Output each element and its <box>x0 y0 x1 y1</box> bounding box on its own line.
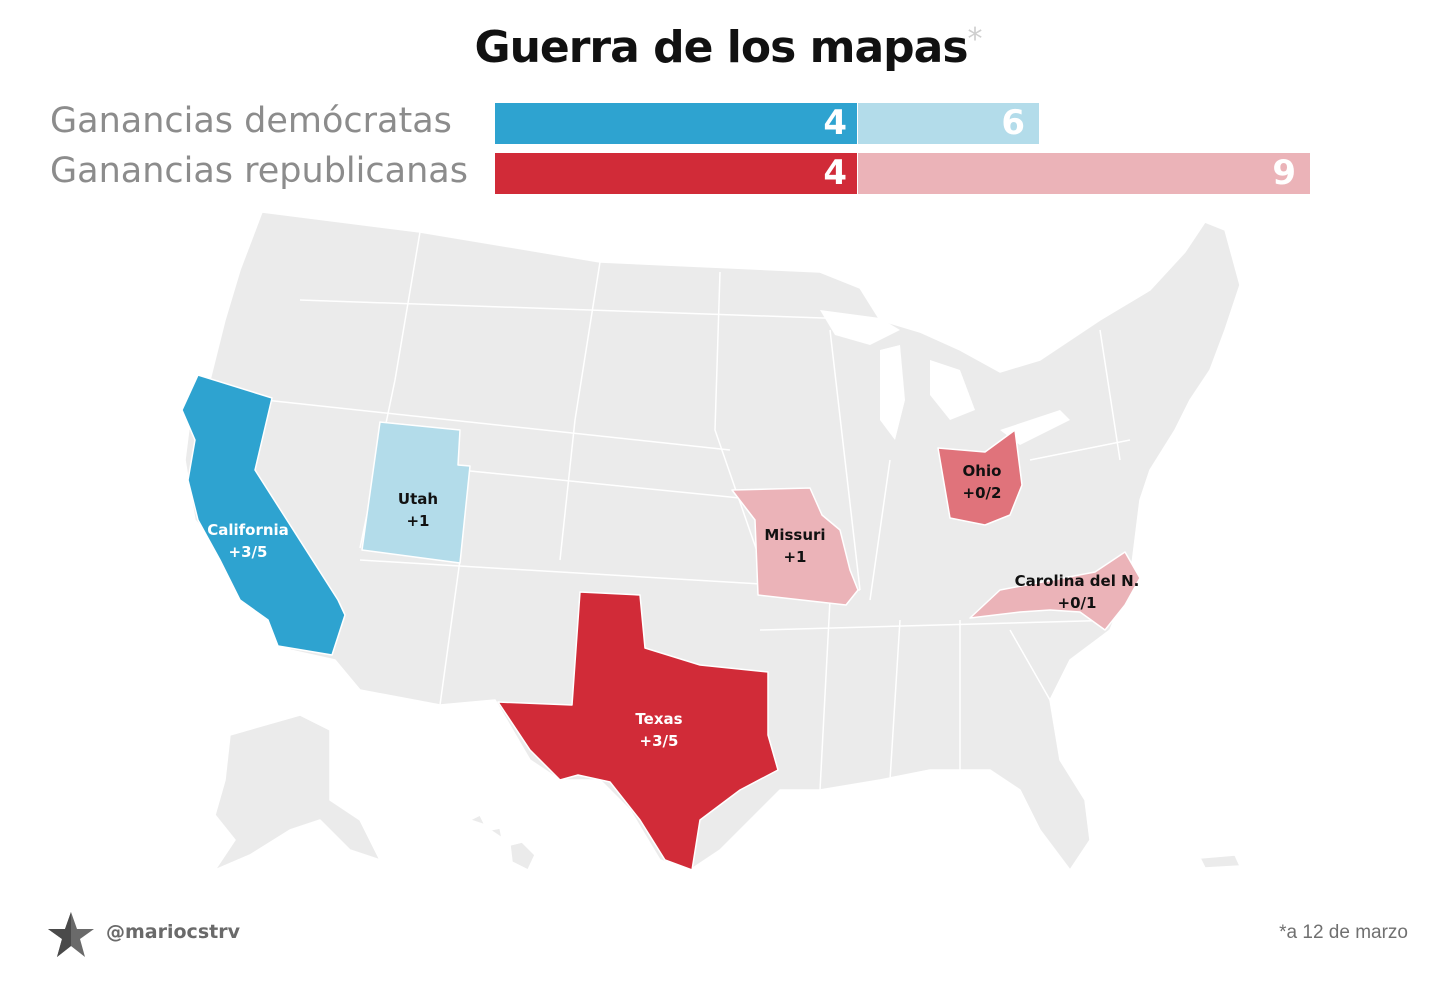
ohio-name: Ohio <box>963 462 1002 480</box>
north-carolina-shape <box>969 551 1141 631</box>
dem-won-value: 4 <box>823 103 847 143</box>
us-base-shape <box>184 211 1241 871</box>
title-asterisk: * <box>967 22 983 57</box>
dem-possible-bar: 6 <box>858 103 1039 144</box>
dem-gains-label: Ganancias demócratas <box>50 101 452 141</box>
texas-name: Texas <box>635 710 682 728</box>
texas-shape <box>497 591 779 871</box>
california-shape <box>181 374 346 656</box>
state-borders <box>264 231 1131 791</box>
rep-gains-label: Ganancias republicanas <box>50 151 468 191</box>
dem-won-bar: 4 <box>495 103 857 144</box>
rep-possible-value: 9 <box>1272 153 1296 193</box>
lake-huron <box>930 360 975 420</box>
ohio-shape <box>937 429 1023 526</box>
utah-name: Utah <box>398 490 438 508</box>
author-handle: @mariocstrv <box>106 921 240 943</box>
chart-title: Guerra de los mapas* <box>0 22 1456 73</box>
title-text: Guerra de los mapas <box>474 22 968 73</box>
ohio-value: +0/2 <box>963 484 1002 502</box>
utah-value: +1 <box>406 512 429 530</box>
missouri-shape <box>731 487 859 606</box>
date-note: *a 12 de marzo <box>1279 922 1408 943</box>
us-map: California +3/5 Utah +1 Missuri +1 Ohio … <box>181 211 1241 871</box>
puerto-rico-shape <box>1199 854 1241 869</box>
star-icon <box>48 912 94 957</box>
north-carolina-name: Carolina del N. <box>1015 572 1140 590</box>
lake-michigan <box>880 345 905 440</box>
rep-possible-bar: 9 <box>858 153 1310 194</box>
dem-possible-value: 6 <box>1001 103 1025 143</box>
lake-erie <box>1000 410 1070 445</box>
utah-shape <box>361 421 471 564</box>
missouri-name: Missuri <box>764 526 825 544</box>
north-carolina-value: +0/1 <box>1058 594 1097 612</box>
missouri-value: +1 <box>783 548 806 566</box>
hawaii-shape <box>469 814 536 871</box>
alaska-shape <box>214 714 381 871</box>
texas-value: +3/5 <box>640 732 679 750</box>
california-value: +3/5 <box>229 543 268 561</box>
california-name: California <box>207 521 289 539</box>
rep-won-value: 4 <box>823 153 847 193</box>
rep-won-bar: 4 <box>495 153 857 194</box>
